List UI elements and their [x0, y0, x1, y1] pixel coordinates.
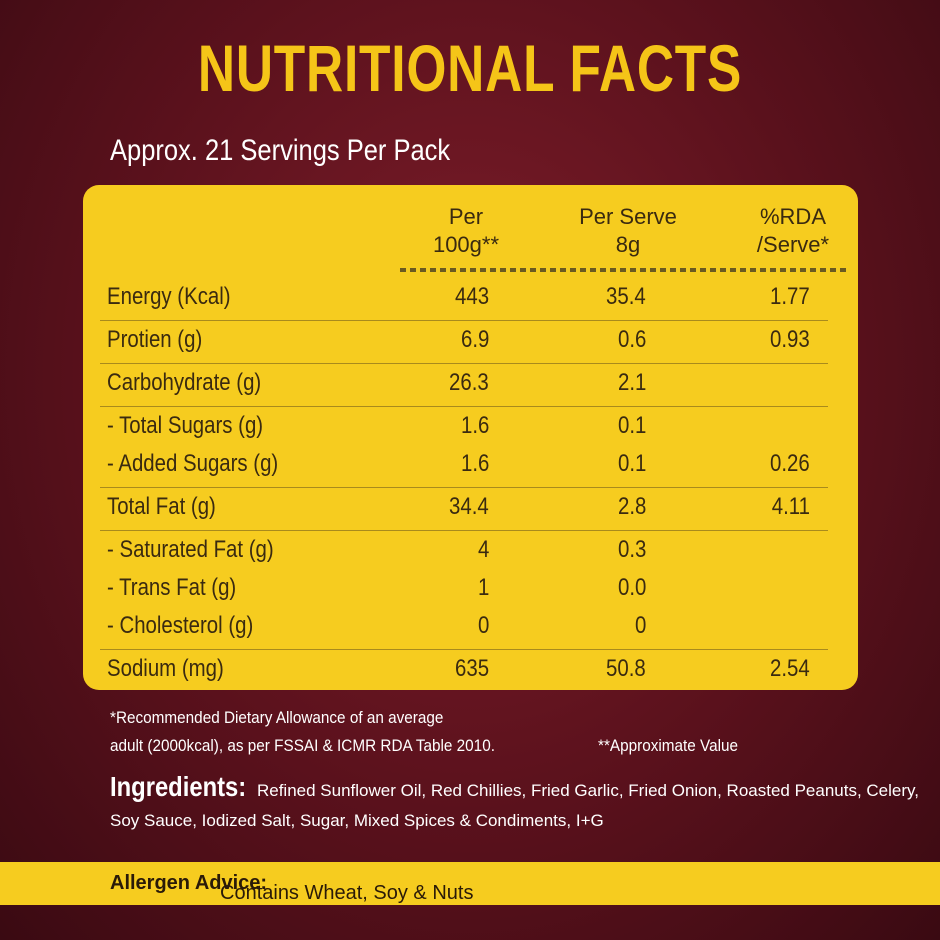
row-label: - Cholesterol (g): [107, 612, 254, 639]
ingredients-text: Refined Sunflower Oil, Red Chillies, Fri…: [110, 781, 919, 830]
row-label: Sodium (mg): [107, 655, 224, 682]
footnote: *Recommended Dietary Allowance of an ave…: [110, 708, 444, 727]
row-value: 35.4: [606, 283, 646, 310]
row-separator: [100, 406, 828, 407]
column-header: 8g: [615, 232, 641, 257]
row-value: 0.1: [617, 412, 646, 439]
row-value: 2.1: [617, 369, 646, 396]
row-label: Energy (Kcal): [107, 283, 231, 310]
column-header: /Serve*: [756, 232, 830, 257]
row-value: 4: [477, 536, 489, 563]
row-label: - Total Sugars (g): [107, 412, 264, 439]
row-value: 2.54: [770, 655, 810, 682]
subtitle: Approx. 21 Servings Per Pack: [110, 134, 451, 167]
row-label: - Saturated Fat (g): [107, 536, 274, 563]
footnote: adult (2000kcal), as per FSSAI & ICMR RD…: [110, 736, 495, 755]
ingredients: Ingredients: Refined Sunflower Oil, Red …: [110, 772, 940, 836]
allergen: Allergen Advice: Contains Wheat, Soy & N…: [110, 872, 473, 904]
row-value: 2.8: [617, 493, 646, 520]
row-value: 1.6: [460, 450, 489, 477]
row-value: 0.93: [770, 326, 810, 353]
row-label: - Trans Fat (g): [107, 574, 237, 601]
allergen-text: Contains Wheat, Soy & Nuts: [220, 882, 474, 904]
row-separator: [100, 649, 828, 650]
column-header: Per: [448, 204, 484, 229]
header-divider: [400, 268, 846, 272]
row-separator: [100, 487, 828, 488]
row-value: 1: [477, 574, 489, 601]
row-separator: [100, 363, 828, 364]
column-header: %RDA: [759, 204, 826, 229]
title: NUTRITIONAL FACTS: [197, 31, 743, 105]
row-value: 0.6: [617, 326, 646, 353]
footnote: **Approximate Value: [598, 736, 739, 755]
column-header: 100g**: [432, 232, 500, 257]
row-value: 0: [477, 612, 489, 639]
row-value: 0: [634, 612, 646, 639]
row-separator: [100, 530, 828, 531]
row-label: Carbohydrate (g): [107, 369, 262, 396]
row-label: Total Fat (g): [107, 493, 216, 520]
row-value: 26.3: [449, 369, 489, 396]
row-separator: [100, 320, 828, 321]
row-value: 0.26: [770, 450, 810, 477]
row-value: 0.0: [617, 574, 646, 601]
row-label: Protien (g): [107, 326, 203, 353]
row-value: 6.9: [460, 326, 489, 353]
row-value: 443: [454, 283, 489, 310]
row-label: - Added Sugars (g): [107, 450, 279, 477]
row-value: 0.3: [617, 536, 646, 563]
row-value: 34.4: [449, 493, 489, 520]
allergen-band: Allergen Advice: Contains Wheat, Soy & N…: [0, 862, 940, 905]
column-header: Per Serve: [579, 204, 677, 229]
row-value: 1.77: [770, 283, 810, 310]
row-value: 0.1: [617, 450, 646, 477]
row-value: 635: [454, 655, 489, 682]
ingredients-label: Ingredients:: [110, 771, 247, 802]
row-value: 4.11: [771, 493, 810, 520]
row-value: 50.8: [606, 655, 646, 682]
allergen-label: Allergen Advice:: [110, 872, 268, 894]
row-value: 1.6: [460, 412, 489, 439]
